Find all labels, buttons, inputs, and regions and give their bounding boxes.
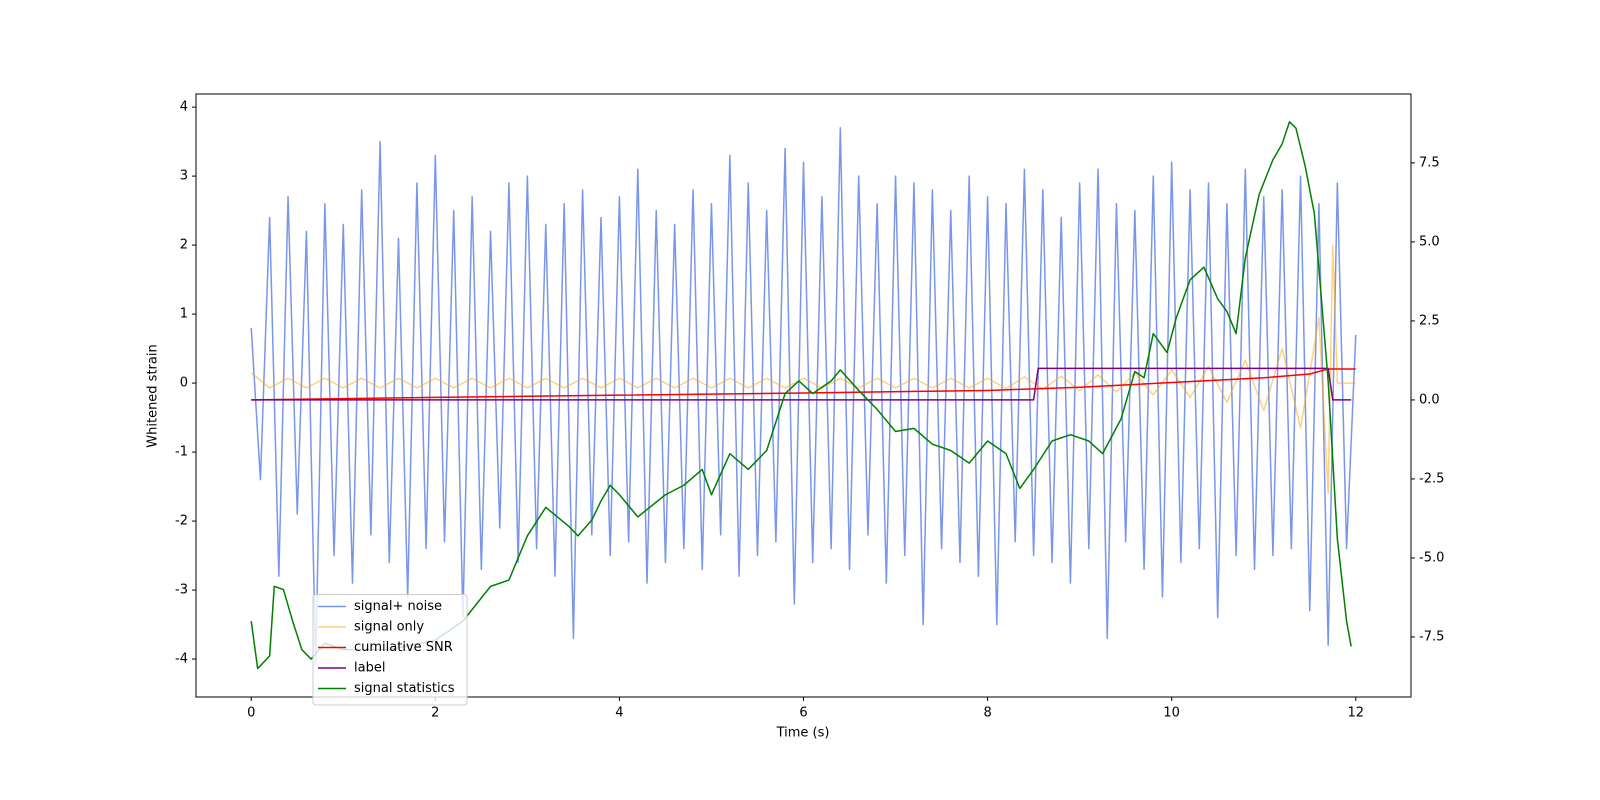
y-axis-label: Whitened strain — [146, 344, 161, 447]
x-tick-label: 0 — [247, 706, 255, 721]
y2-tick-label: 5.0 — [1419, 234, 1440, 249]
series-line — [250, 127, 1357, 667]
series-line — [250, 121, 1352, 670]
legend: signal+ noise signal only cumilative SNR la… — [312, 594, 468, 706]
x-tick-label: 2 — [431, 706, 439, 721]
y-tick-label: 1 — [180, 307, 188, 322]
x-tick-label: 8 — [983, 706, 991, 721]
y2-tick-label: -7.5 — [1419, 629, 1444, 644]
series-line — [251, 367, 1352, 401]
y-tick-label: 3 — [180, 169, 188, 184]
y2-tick-label: -5.0 — [1419, 550, 1444, 565]
legend-label: label — [354, 661, 385, 676]
y2-tick-label: 7.5 — [1419, 155, 1440, 170]
y2-tick-label: 2.5 — [1419, 313, 1440, 328]
y2-tick-label: -2.5 — [1419, 471, 1444, 486]
y-tick-label: 4 — [180, 100, 188, 115]
legend-label: cumilative SNR — [354, 640, 453, 655]
y-tick-label: 0 — [180, 376, 188, 391]
x-tick-label: 10 — [1163, 706, 1180, 721]
legend-label: signal+ noise — [354, 599, 442, 614]
x-tick-label: 12 — [1347, 706, 1364, 721]
legend-box — [312, 594, 468, 706]
series-line — [250, 244, 1356, 495]
y2-tick-label: 0.0 — [1419, 392, 1440, 407]
y-tick-label: 2 — [180, 238, 188, 253]
x-tick-label: 6 — [799, 706, 807, 721]
legend-label: signal only — [354, 620, 424, 635]
series-line — [251, 368, 1356, 401]
x-tick-label: 4 — [615, 706, 623, 721]
y-tick-label: -1 — [175, 445, 188, 460]
y-tick-label: -4 — [175, 652, 188, 667]
x-axis-label: Time (s) — [776, 726, 830, 741]
y-tick-label: -2 — [175, 514, 188, 529]
y-tick-label: -3 — [175, 583, 188, 598]
legend-label: signal statistics — [354, 681, 455, 696]
